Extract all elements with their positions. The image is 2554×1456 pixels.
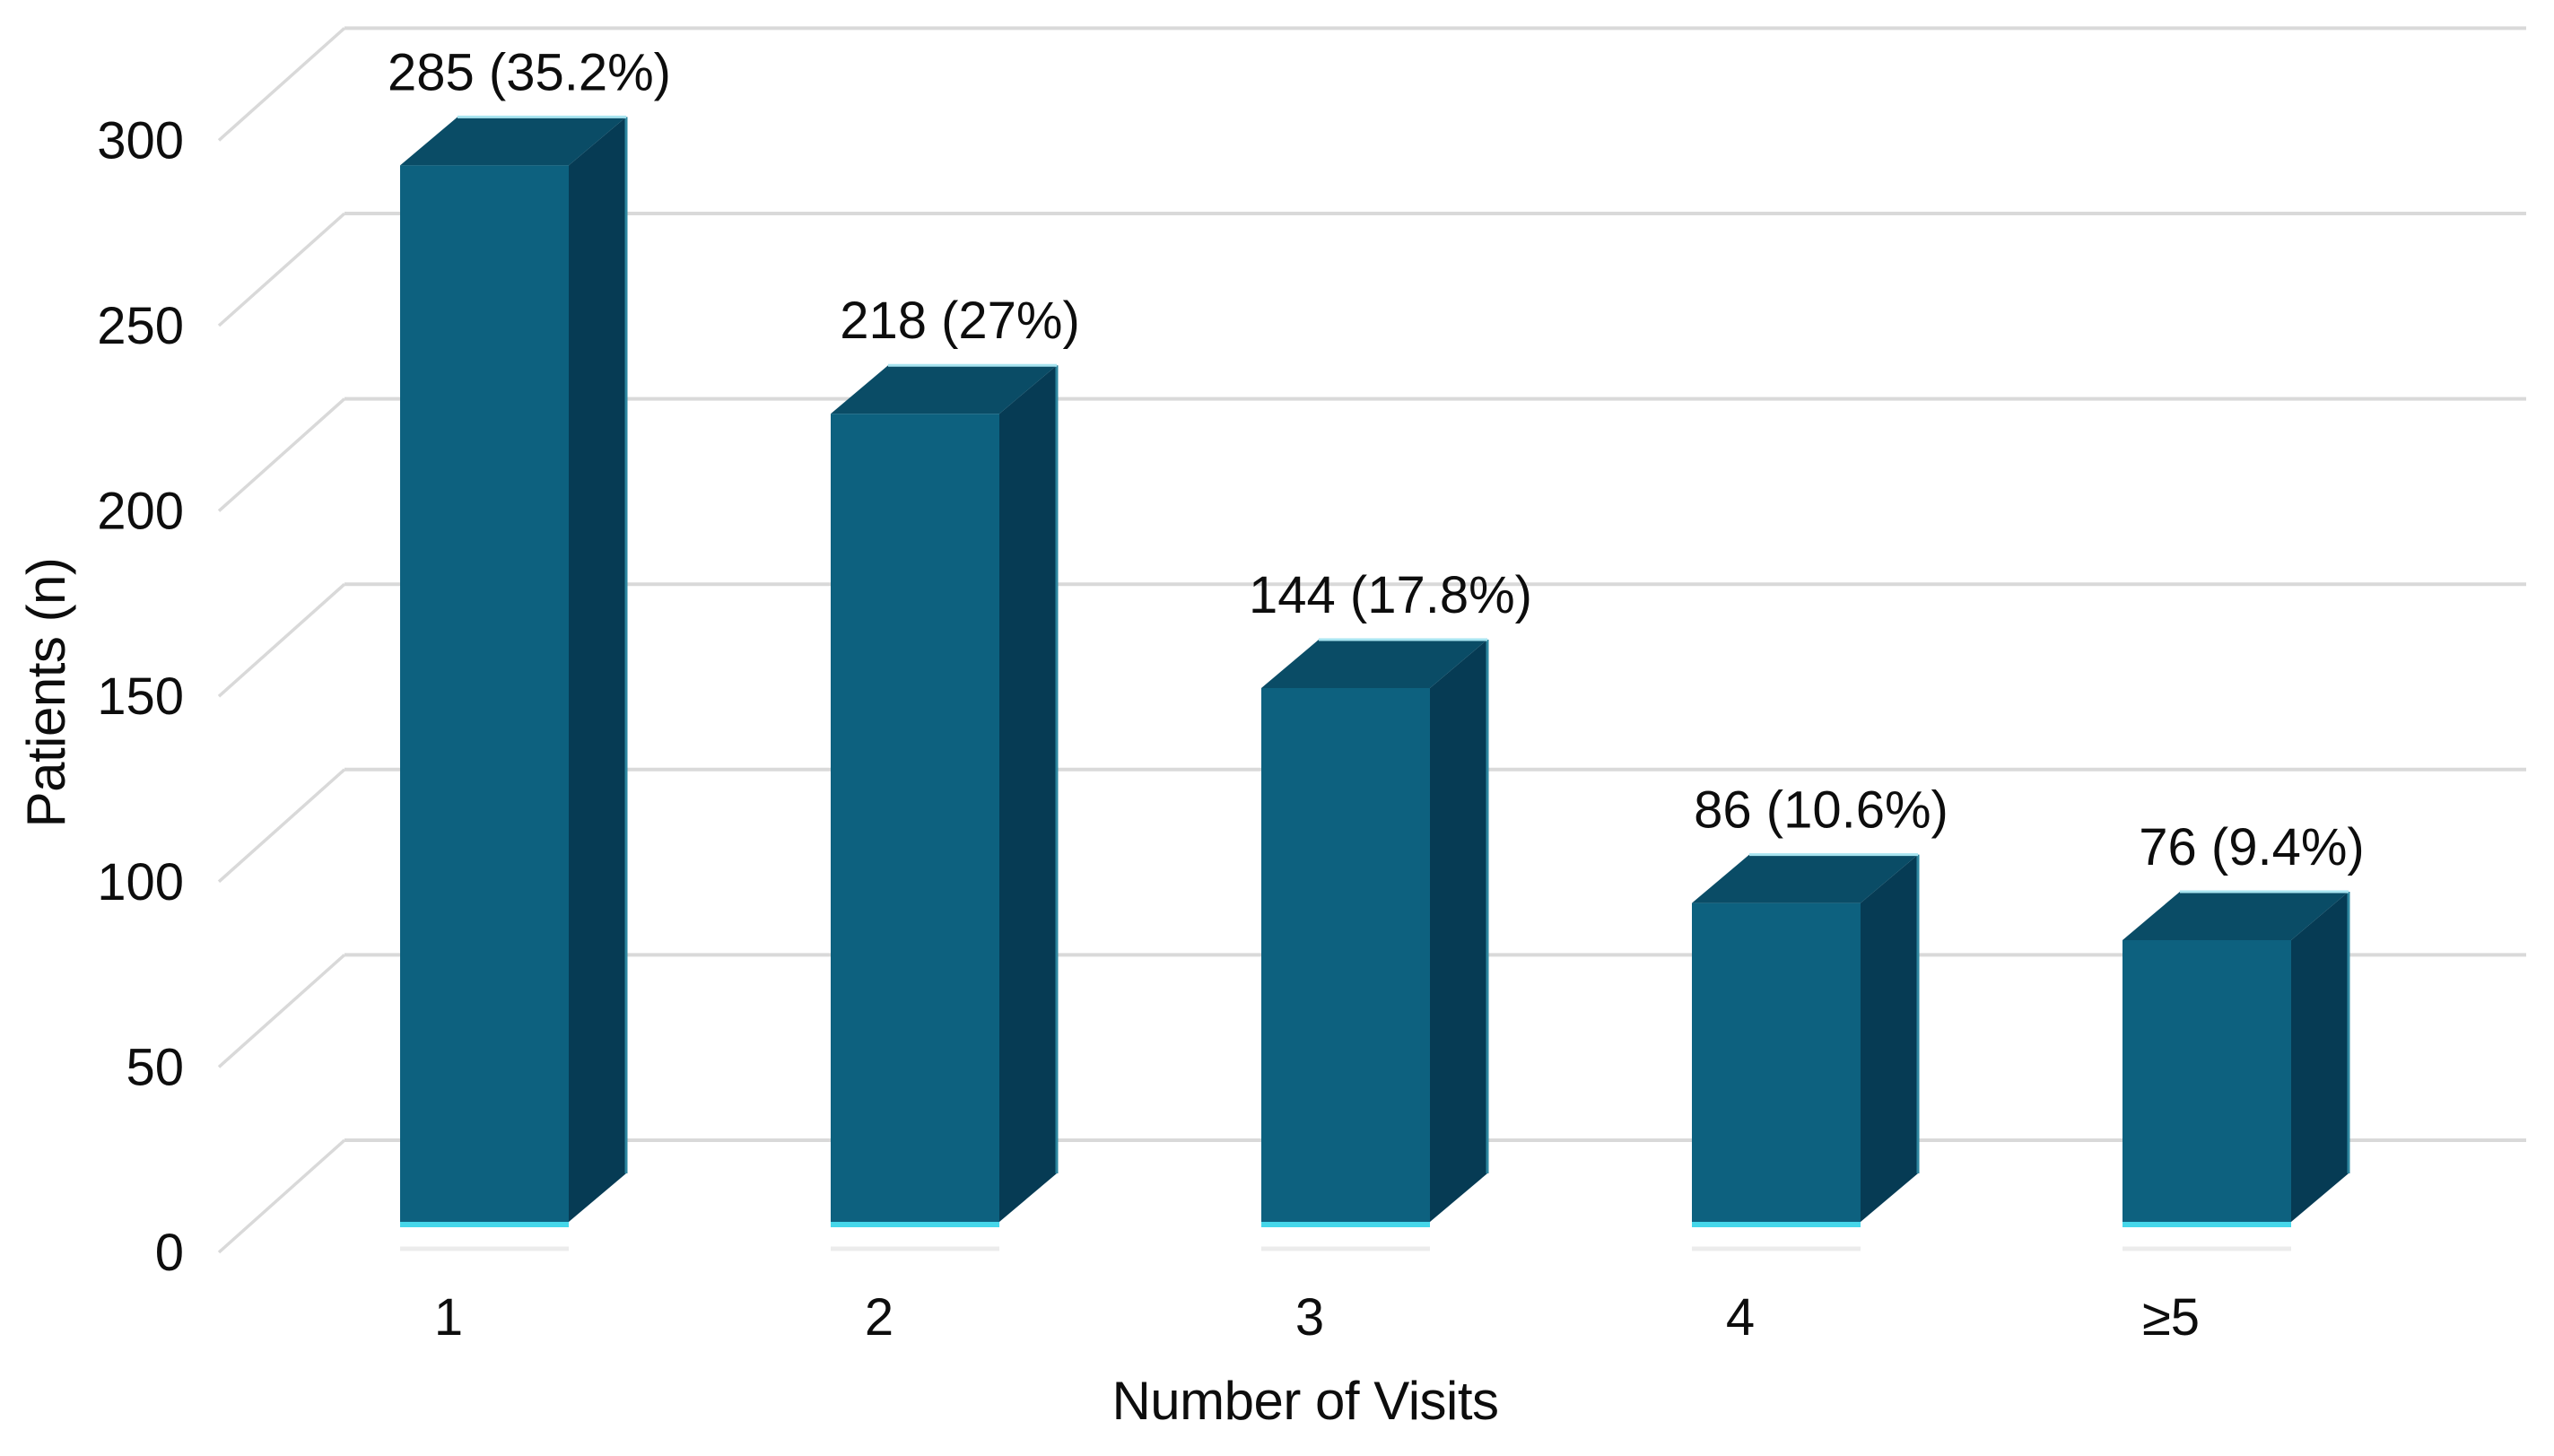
bar-top-face [1692, 854, 1918, 903]
gridline-diagonal-100 [217, 768, 346, 884]
bar-front-face [400, 165, 569, 1222]
bar-top-face [831, 365, 1057, 414]
gridline-diagonal-250 [217, 212, 346, 327]
bar-side-face [569, 117, 626, 1222]
bar-data-label: 86 (10.6%) [1694, 781, 1948, 840]
bar-front-face [831, 414, 999, 1222]
bar-side-face [999, 365, 1057, 1222]
y-tick-label: 150 [97, 667, 184, 726]
x-tick-label: 1 [434, 1288, 463, 1347]
bar-side-face [1430, 639, 1487, 1222]
gridline-diagonal-200 [217, 397, 346, 512]
y-tick-label: 200 [97, 483, 184, 541]
bar-side-face [1861, 854, 1918, 1222]
gridline-diagonal-300 [217, 27, 346, 142]
bar-side-face [2291, 891, 2349, 1222]
bar-top-face [400, 117, 626, 166]
y-axis-title: Patients (n) [16, 557, 76, 828]
x-tick-label: 3 [1295, 1288, 1324, 1347]
bar-front-face [1261, 687, 1430, 1222]
bar-data-label: 218 (27%) [840, 292, 1080, 350]
bar-front-face [1692, 902, 1861, 1222]
x-tick-label: ≥5 [2142, 1288, 2200, 1347]
x-tick-label: 4 [1726, 1288, 1755, 1347]
y-tick-label: 0 [155, 1224, 184, 1282]
gridline-diagonal-50 [217, 954, 346, 1068]
bar-data-label: 285 (35.2%) [388, 43, 671, 101]
bar-front-face [2123, 939, 2291, 1222]
y-tick-label: 300 [97, 111, 184, 170]
y-tick-label: 250 [97, 297, 184, 355]
bar-top-face [2123, 891, 2349, 940]
x-axis-title: Number of Visits [1111, 1371, 1499, 1431]
y-tick-label: 50 [126, 1038, 184, 1096]
bar-data-label: 144 (17.8%) [1249, 566, 1532, 624]
gridline-diagonal-0 [217, 1138, 346, 1254]
gridline-diagonal-150 [217, 582, 346, 698]
y-tick-label: 100 [97, 853, 184, 911]
x-tick-label: 2 [865, 1288, 893, 1347]
bar-top-face [1261, 639, 1487, 688]
bar-data-label: 76 (9.4%) [2139, 818, 2364, 876]
